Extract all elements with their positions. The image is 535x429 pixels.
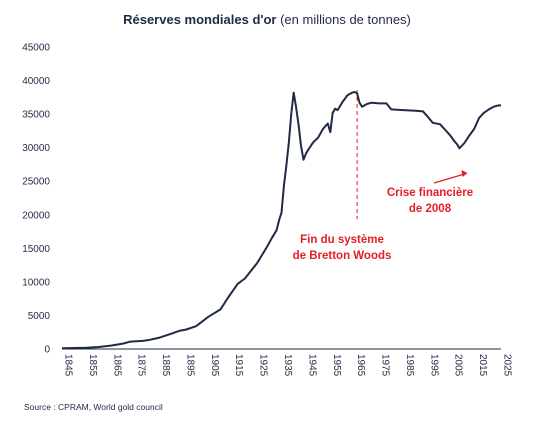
- x-tick-label: 1965: [355, 354, 366, 377]
- annotation-bretton-woods-line2: de Bretton Woods: [293, 250, 392, 262]
- annotation-crisis-line1: Crise financière: [387, 187, 473, 199]
- financial-crisis-arrow: [433, 173, 465, 184]
- x-tick-label: 1925: [258, 354, 269, 377]
- y-tick-label: 40000: [22, 76, 50, 87]
- x-tick-label: 2015: [477, 354, 488, 377]
- x-tick-label: 1845: [63, 354, 74, 377]
- chart-title-bold: Réserves mondiales d'or: [123, 12, 276, 27]
- x-tick-label: 1975: [380, 354, 391, 377]
- x-tick-label: 1995: [428, 354, 439, 377]
- x-tick-label: 1905: [209, 354, 220, 377]
- y-tick-label: 25000: [22, 177, 50, 188]
- y-tick-label: 15000: [22, 244, 50, 255]
- annotation-bretton-woods-line1: Fin du système: [300, 234, 384, 246]
- source-note: Source : CPRAM, World gold council: [24, 402, 163, 412]
- x-tick-label: 1945: [306, 354, 317, 377]
- y-tick-label: 35000: [22, 110, 50, 121]
- gold-reserves-line: [61, 91, 501, 350]
- y-tick-label: 5000: [28, 311, 51, 322]
- x-tick-label: 1865: [111, 354, 122, 377]
- x-tick-label: 2025: [502, 354, 513, 377]
- x-tick-label: 1915: [233, 354, 244, 377]
- y-tick-label: 10000: [22, 277, 50, 288]
- x-tick-label: 1935: [282, 354, 293, 377]
- y-tick-label: 20000: [22, 210, 50, 221]
- x-tick-label: 1955: [331, 354, 342, 377]
- x-tick-label: 1985: [404, 354, 415, 377]
- x-tick-label: 1875: [136, 354, 147, 377]
- y-tick-label: 0: [44, 345, 50, 356]
- x-tick-label: 2005: [453, 354, 464, 377]
- x-axis-tick-labels: 1845 1855 1865 1875 1885 1895 1905 1915 1925 1935…: [63, 354, 513, 377]
- y-tick-label: 45000: [22, 43, 50, 54]
- annotation-crisis-line2: de 2008: [409, 203, 452, 215]
- y-tick-label: 30000: [22, 143, 50, 154]
- financial-crisis-arrowhead: [461, 170, 468, 177]
- x-tick-label: 1895: [184, 354, 195, 377]
- y-axis-tick-labels: 0 5000 10000 15000 20000 25000 30000 35000 40000…: [22, 43, 50, 356]
- chart-title: Réserves mondiales d'or (en millions de …: [123, 12, 411, 27]
- x-tick-label: 1855: [87, 354, 98, 377]
- chart-title-unit: (en millions de tonnes): [276, 12, 410, 27]
- x-tick-label: 1885: [160, 354, 171, 377]
